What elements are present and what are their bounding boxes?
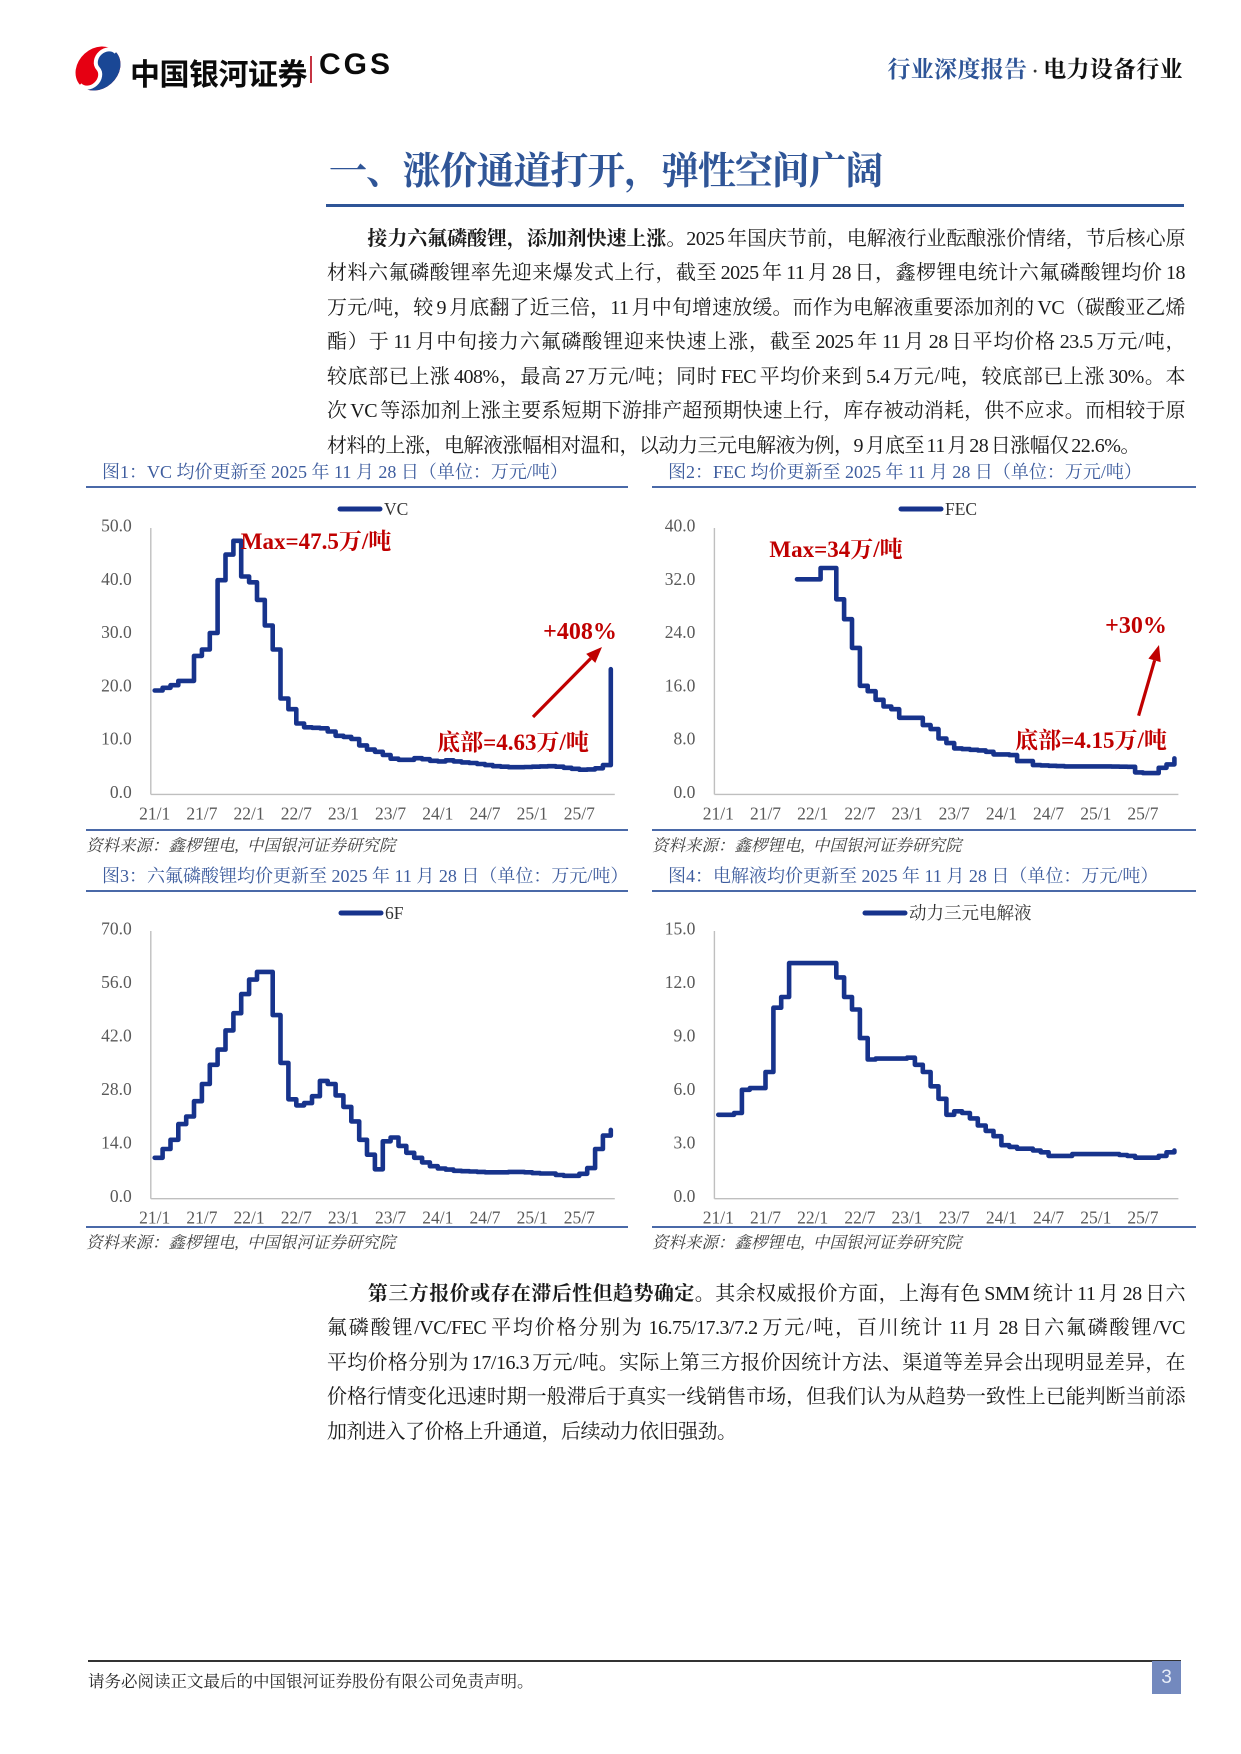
svg-text:22/7: 22/7 — [844, 1208, 875, 1226]
svg-text:40.0: 40.0 — [665, 516, 696, 536]
svg-text:24/1: 24/1 — [422, 1208, 453, 1226]
svg-text:23/7: 23/7 — [939, 1208, 970, 1226]
svg-text:25/1: 25/1 — [1080, 803, 1111, 823]
svg-text:23/7: 23/7 — [939, 803, 970, 823]
svg-text:70.0: 70.0 — [101, 919, 132, 939]
svg-text:23/1: 23/1 — [891, 803, 922, 823]
svg-text:50.0: 50.0 — [101, 516, 132, 536]
svg-text:9.0: 9.0 — [674, 1026, 696, 1046]
svg-text:30.0: 30.0 — [101, 622, 132, 642]
svg-text:23/1: 23/1 — [891, 1208, 922, 1226]
svg-text:21/1: 21/1 — [703, 1208, 734, 1226]
svg-text:21/1: 21/1 — [139, 1208, 170, 1226]
svg-text:0.0: 0.0 — [674, 1186, 696, 1206]
svg-text:12.0: 12.0 — [665, 972, 696, 992]
svg-text:0.0: 0.0 — [674, 782, 696, 802]
svg-text:动力三元电解液: 动力三元电解液 — [909, 903, 1032, 923]
svg-text:VC: VC — [384, 499, 408, 519]
svg-text:8.0: 8.0 — [674, 729, 696, 749]
svg-text:21/7: 21/7 — [186, 1208, 217, 1226]
svg-text:23/1: 23/1 — [328, 803, 359, 823]
svg-text:Max=47.5万/吨: Max=47.5万/吨 — [241, 529, 391, 554]
svg-text:21/7: 21/7 — [186, 803, 217, 823]
svg-text:24/7: 24/7 — [469, 803, 500, 823]
svg-text:42.0: 42.0 — [101, 1026, 132, 1046]
svg-text:25/7: 25/7 — [1127, 1208, 1158, 1226]
svg-text:25/1: 25/1 — [517, 803, 548, 823]
svg-text:23/7: 23/7 — [375, 1208, 406, 1226]
svg-text:6.0: 6.0 — [674, 1079, 696, 1099]
svg-text:FEC: FEC — [945, 499, 977, 519]
svg-text:0.0: 0.0 — [110, 1186, 132, 1206]
svg-text:+30%: +30% — [1105, 613, 1167, 639]
svg-text:21/7: 21/7 — [750, 803, 781, 823]
svg-text:24/1: 24/1 — [986, 803, 1017, 823]
svg-text:22/7: 22/7 — [281, 1208, 312, 1226]
svg-text:21/7: 21/7 — [750, 1208, 781, 1226]
svg-text:23/1: 23/1 — [328, 1208, 359, 1226]
svg-text:22/1: 22/1 — [797, 1208, 828, 1226]
svg-text:10.0: 10.0 — [101, 729, 132, 749]
svg-text:22/1: 22/1 — [234, 1208, 265, 1226]
svg-text:25/7: 25/7 — [564, 1208, 595, 1226]
svg-text:25/1: 25/1 — [1080, 1208, 1111, 1226]
svg-text:0.0: 0.0 — [110, 782, 132, 802]
svg-text:+408%: +408% — [543, 619, 617, 645]
svg-text:22/7: 22/7 — [844, 803, 875, 823]
svg-text:32.0: 32.0 — [665, 569, 696, 589]
svg-text:底部=4.15万/吨: 底部=4.15万/吨 — [1015, 727, 1167, 753]
svg-text:24.0: 24.0 — [665, 622, 696, 642]
svg-text:14.0: 14.0 — [101, 1133, 132, 1153]
svg-text:25/7: 25/7 — [1127, 803, 1158, 823]
svg-text:24/7: 24/7 — [1033, 803, 1064, 823]
svg-text:21/1: 21/1 — [139, 803, 170, 823]
svg-text:28.0: 28.0 — [101, 1079, 132, 1099]
svg-text:15.0: 15.0 — [665, 919, 696, 939]
svg-text:22/1: 22/1 — [234, 803, 265, 823]
svg-text:3.0: 3.0 — [674, 1133, 696, 1153]
svg-text:Max=34万/吨: Max=34万/吨 — [769, 537, 902, 562]
svg-text:24/1: 24/1 — [986, 1208, 1017, 1226]
svg-text:24/7: 24/7 — [1033, 1208, 1064, 1226]
svg-text:40.0: 40.0 — [101, 569, 132, 589]
svg-text:16.0: 16.0 — [665, 675, 696, 695]
svg-text:25/1: 25/1 — [517, 1208, 548, 1226]
svg-text:24/1: 24/1 — [422, 803, 453, 823]
svg-text:25/7: 25/7 — [564, 803, 595, 823]
svg-text:22/1: 22/1 — [797, 803, 828, 823]
svg-text:底部=4.63万/吨: 底部=4.63万/吨 — [437, 729, 589, 755]
svg-text:21/1: 21/1 — [703, 803, 734, 823]
svg-text:20.0: 20.0 — [101, 675, 132, 695]
svg-text:56.0: 56.0 — [101, 972, 132, 992]
svg-text:24/7: 24/7 — [469, 1208, 500, 1226]
svg-text:23/7: 23/7 — [375, 803, 406, 823]
svg-text:22/7: 22/7 — [281, 803, 312, 823]
svg-text:6F: 6F — [385, 903, 404, 923]
